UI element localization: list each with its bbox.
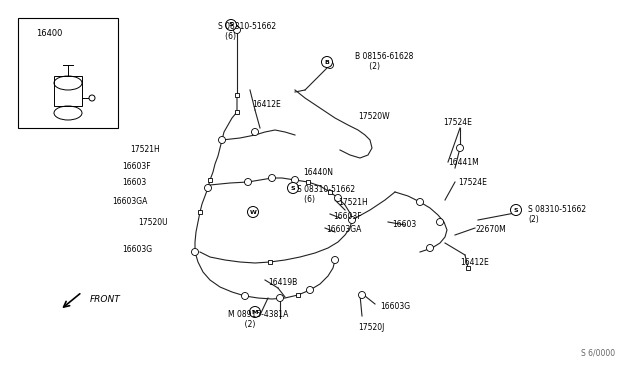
Circle shape [225, 19, 237, 31]
Text: 17520U: 17520U [138, 218, 168, 227]
Circle shape [349, 217, 355, 224]
Text: 16419B: 16419B [268, 278, 297, 287]
Text: B 08156-61628
      (2): B 08156-61628 (2) [355, 52, 413, 71]
Text: FRONT: FRONT [90, 295, 121, 304]
Circle shape [511, 205, 522, 215]
Text: 16603F: 16603F [122, 162, 150, 171]
Text: 16603: 16603 [392, 220, 416, 229]
Text: 17520W: 17520W [358, 112, 390, 121]
Text: 17521H: 17521H [338, 198, 368, 207]
Bar [208, 178, 212, 182]
Bar [198, 210, 202, 214]
Circle shape [436, 218, 444, 225]
Circle shape [276, 295, 284, 301]
Text: 16603F: 16603F [333, 212, 362, 221]
Circle shape [326, 61, 333, 68]
Circle shape [332, 257, 339, 263]
Text: M 08915-4381A
       (2): M 08915-4381A (2) [228, 310, 289, 329]
Text: 17521H: 17521H [130, 145, 160, 154]
Circle shape [234, 26, 241, 33]
Circle shape [456, 144, 463, 151]
Circle shape [248, 206, 259, 218]
Text: 16603G: 16603G [380, 302, 410, 311]
Circle shape [426, 244, 433, 251]
Circle shape [241, 292, 248, 299]
Bar [306, 180, 310, 184]
Bar [18, 18, 118, 128]
Circle shape [252, 128, 259, 135]
Text: W: W [250, 209, 257, 215]
Circle shape [321, 57, 333, 67]
Circle shape [269, 174, 275, 182]
Text: 16400: 16400 [36, 29, 62, 38]
Text: 16603: 16603 [122, 178, 147, 187]
Circle shape [358, 292, 365, 298]
Bar [268, 260, 272, 264]
Bar [235, 110, 239, 114]
Text: S 6/0000: S 6/0000 [581, 349, 615, 358]
Text: 16412E: 16412E [252, 100, 281, 109]
Circle shape [287, 183, 298, 193]
Bar [296, 293, 300, 297]
Circle shape [218, 137, 225, 144]
Text: S 08310-51662
   (6): S 08310-51662 (6) [218, 22, 276, 41]
Text: B: B [324, 60, 330, 64]
Text: S: S [514, 208, 518, 212]
Bar [235, 93, 239, 97]
Text: 17524E: 17524E [443, 118, 472, 127]
Text: S 08310-51662
(2): S 08310-51662 (2) [528, 205, 586, 224]
Circle shape [89, 95, 95, 101]
Circle shape [291, 176, 298, 183]
Bar [328, 190, 332, 194]
Text: 16440N: 16440N [303, 168, 333, 177]
Text: S: S [228, 22, 234, 28]
Circle shape [417, 199, 424, 205]
Text: 22670M: 22670M [476, 225, 507, 234]
Circle shape [191, 248, 198, 256]
Circle shape [205, 185, 211, 192]
Text: 16603G: 16603G [122, 245, 152, 254]
Text: 16412E: 16412E [460, 258, 489, 267]
Text: M: M [252, 310, 258, 314]
Text: S 08310-51662
   (6): S 08310-51662 (6) [297, 185, 355, 204]
Text: S: S [291, 186, 295, 190]
Text: 16603GA: 16603GA [326, 225, 362, 234]
Circle shape [335, 195, 342, 202]
Circle shape [250, 307, 260, 317]
Text: 17520J: 17520J [358, 323, 385, 332]
Circle shape [244, 179, 252, 186]
Text: 16441M: 16441M [448, 158, 479, 167]
Bar [54, 76, 82, 106]
Bar [466, 266, 470, 270]
Text: 17524E: 17524E [458, 178, 487, 187]
Text: 16603GA: 16603GA [112, 197, 147, 206]
Circle shape [307, 286, 314, 294]
